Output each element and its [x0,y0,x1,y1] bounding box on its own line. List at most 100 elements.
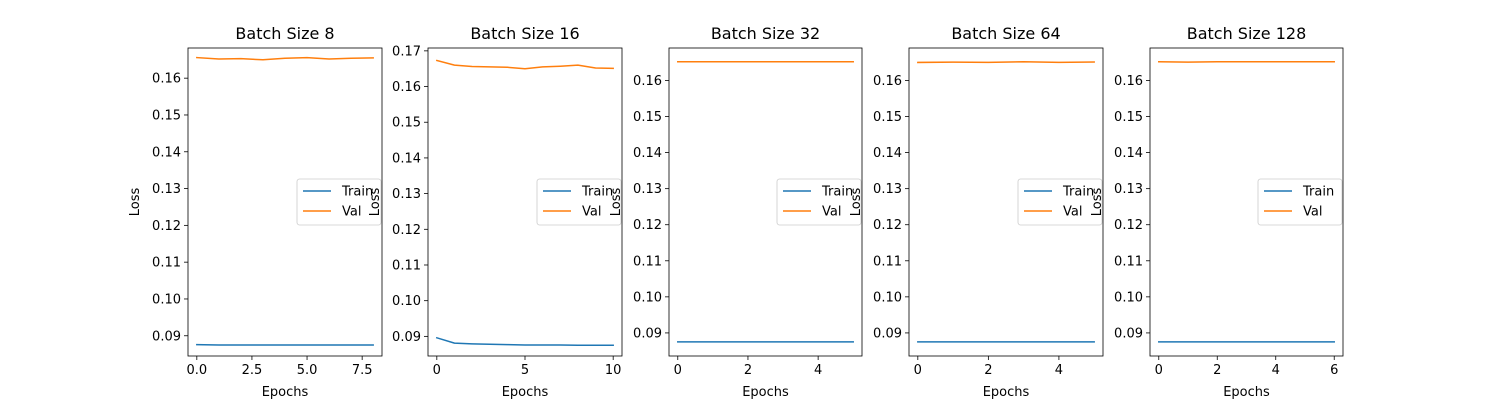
y-axis-label: Loss [1090,188,1105,217]
chart-title: Batch Size 8 [235,24,334,43]
legend-label-val: Val [822,205,841,220]
y-tick-label: 0.11 [1114,254,1143,269]
x-tick-label: 10 [605,363,622,378]
x-tick-label: 2 [984,363,992,378]
legend-label-val: Val [342,205,361,220]
y-tick-label: 0.13 [1114,182,1143,197]
legend: Train Val [1257,178,1343,226]
legend-label-train: Train [1302,185,1334,200]
legend-label-train: Train [341,185,373,200]
x-tick-label: 6 [1330,363,1338,378]
y-tick-label: 0.15 [392,116,421,131]
y-tick-label: 0.16 [392,80,421,95]
y-tick-label: 0.15 [633,110,662,125]
y-tick-label: 0.16 [873,74,902,89]
y-tick-label: 0.14 [152,145,181,160]
y-tick-label: 0.12 [873,218,902,233]
y-tick-label: 0.10 [392,294,421,309]
y-tick-label: 0.13 [633,182,662,197]
y-tick-label: 0.16 [633,74,662,89]
x-tick-label: 4 [1272,363,1280,378]
legend: Train Val [776,178,862,226]
axes-frame [1149,47,1344,357]
chart-title: Batch Size 16 [470,24,579,43]
x-axis-label: Epochs [983,385,1030,400]
y-tick-label: 0.14 [1114,146,1143,161]
y-tick-label: 0.09 [1114,326,1143,341]
legend: Train Val [1017,178,1103,226]
legend-label-val: Val [1063,205,1082,220]
x-tick-label: 0 [433,363,441,378]
chart-title: Batch Size 32 [711,24,820,43]
y-tick-label: 0.09 [392,330,421,345]
x-tick-label: 5 [521,363,529,378]
axes-frame [908,47,1104,357]
x-tick-label: 2 [744,363,752,378]
y-tick-label: 0.12 [1114,218,1143,233]
subplot-5: Batch Size 128 0.09 0.10 0.11 0.12 0.13 0.14 0.… [1090,24,1344,400]
y-tick-label: 0.16 [152,72,181,87]
chart-title: Batch Size 128 [1187,24,1307,43]
legend-label-train: Train [821,185,853,200]
axes-frame [668,47,863,357]
x-tick-label: 2 [1213,363,1221,378]
y-tick-label: 0.09 [873,326,902,341]
y-tick-label: 0.10 [873,290,902,305]
legend: Train Val [296,178,382,226]
axes-frame [427,47,623,357]
chart-title: Batch Size 64 [951,24,1060,43]
series-line-val [917,60,1095,64]
x-tick-label: 4 [814,363,822,378]
subplot-3: Batch Size 32 0.09 0.10 0.11 0.12 0.13 0.14 0.1… [609,24,863,400]
y-tick-label: 0.10 [1114,290,1143,305]
x-axis-label: Epochs [1223,385,1270,400]
legend-label-train: Train [581,185,613,200]
x-tick-label: 5.0 [297,363,318,378]
y-tick-label: 0.15 [873,110,902,125]
y-tick-label: 0.11 [152,256,181,271]
y-axis-label: Loss [368,188,383,217]
y-tick-label: 0.12 [152,219,181,234]
y-tick-label: 0.13 [152,182,181,197]
y-tick-label: 0.09 [152,329,181,344]
y-tick-label: 0.10 [633,290,662,305]
y-tick-label: 0.11 [873,254,902,269]
x-tick-label: 0 [1155,363,1163,378]
y-tick-label: 0.09 [633,326,662,341]
subplot-1: Batch Size 8 0.09 0.10 0.11 0.12 0.13 0.14 0.15… [128,24,383,400]
y-tick-label: 0.10 [152,292,181,307]
series-line-train [435,336,614,347]
series-line-val [196,56,374,61]
y-tick-label: 0.14 [873,146,902,161]
y-tick-label: 0.11 [392,258,421,273]
legend-label-train: Train [1062,185,1094,200]
y-tick-label: 0.14 [633,146,662,161]
subplot-2: Batch Size 16 0.09 0.10 0.11 0.12 0.13 0.14 0.1… [368,24,623,400]
y-tick-label: 0.16 [1114,74,1143,89]
x-axis-label: Epochs [262,385,309,400]
y-tick-label: 0.15 [1114,110,1143,125]
x-tick-label: 0.0 [186,363,207,378]
legend-label-val: Val [1303,205,1322,220]
axes-frame [187,47,383,357]
x-tick-label: 0 [914,363,922,378]
series-line-val [435,59,614,70]
subplot-4: Batch Size 64 0.09 0.10 0.11 0.12 0.13 0.14 0.1… [849,24,1104,400]
x-tick-label: 4 [1055,363,1063,378]
y-tick-label: 0.14 [392,151,421,166]
y-axis-label: Loss [128,188,143,217]
y-tick-label: 0.12 [633,218,662,233]
y-tick-label: 0.17 [392,44,421,59]
x-tick-label: 2.5 [242,363,263,378]
legend-label-val: Val [582,205,601,220]
y-tick-label: 0.11 [633,254,662,269]
y-axis-label: Loss [849,188,864,217]
x-tick-label: 7.5 [352,363,373,378]
y-axis-label: Loss [609,188,624,217]
legend: Train Val [536,178,622,226]
y-tick-label: 0.12 [392,223,421,238]
y-tick-label: 0.13 [392,187,421,202]
x-axis-label: Epochs [742,385,789,400]
